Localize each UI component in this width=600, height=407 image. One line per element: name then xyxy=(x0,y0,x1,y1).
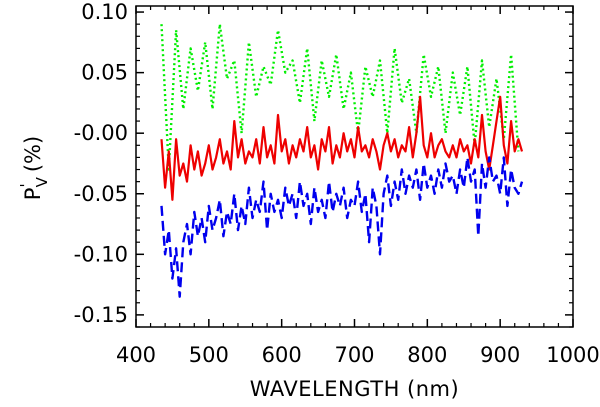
x-tick-label: 800 xyxy=(407,343,447,367)
y-axis-title-unit: (%) xyxy=(21,136,45,172)
y-tick-label: -0.00 xyxy=(74,121,128,145)
x-tick-label: 1000 xyxy=(546,343,599,367)
plot-frame xyxy=(135,5,574,328)
y-axis-title-main: P xyxy=(21,188,45,201)
series-line-3 xyxy=(160,156,524,298)
series-line-1 xyxy=(160,23,520,171)
y-tick-label: -0.15 xyxy=(74,303,128,327)
y-tick-label: 0.05 xyxy=(81,61,128,85)
x-tick-label: 500 xyxy=(189,343,229,367)
x-axis-title: WAVELENGTH (nm) xyxy=(250,377,459,401)
y-axis-title-sub: V xyxy=(33,176,51,187)
ticks-layer xyxy=(135,6,574,328)
x-tick-label: 900 xyxy=(480,343,520,367)
y-axis-title: P'V (%) xyxy=(17,136,51,200)
x-tick-label: 600 xyxy=(262,343,302,367)
data-layer xyxy=(160,23,524,298)
series-line-2 xyxy=(160,95,524,201)
y-axis-title-prime: ' xyxy=(17,183,35,187)
y-tick-label: 0.10 xyxy=(81,0,128,24)
x-tick-label: 400 xyxy=(116,343,156,367)
labels-layer: 400 500 600 700 800 900 1000 0.10 0.05 -0.00 -0.05… xyxy=(17,0,600,401)
x-tick-label: 700 xyxy=(334,343,374,367)
y-tick-label: -0.05 xyxy=(74,182,128,206)
y-tick-label: -0.10 xyxy=(74,242,128,266)
